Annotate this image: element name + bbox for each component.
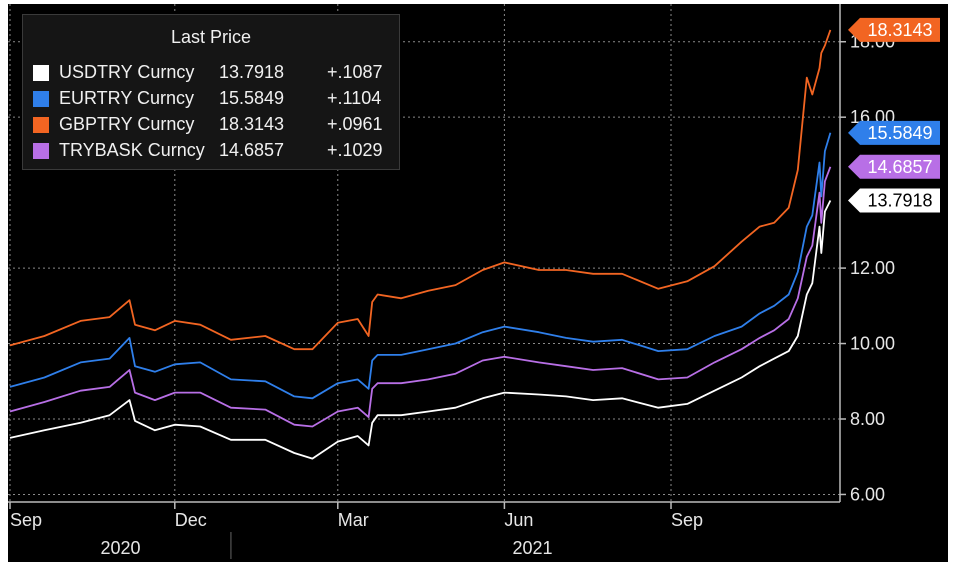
legend-change: +.0961 xyxy=(327,114,383,134)
series-line xyxy=(9,132,832,400)
legend-change: +.1104 xyxy=(327,88,382,108)
last-price-labels: 13.7918 15.5849 18.3143 14.6857 xyxy=(848,17,940,213)
series-line xyxy=(9,200,832,460)
x-tick-label: Sep xyxy=(10,510,42,530)
y-tick-label: 6.00 xyxy=(850,484,885,504)
last-price-tag-label: 13.7918 xyxy=(867,190,932,210)
x-year-label: 2020 xyxy=(100,538,140,558)
legend-swatch xyxy=(33,143,49,159)
legend-swatch xyxy=(33,117,49,133)
series-line xyxy=(9,29,832,351)
legend-change: +.1029 xyxy=(327,140,383,160)
x-year-labels: 2020 2021 xyxy=(100,532,552,559)
x-tick-label: Dec xyxy=(175,510,207,530)
last-price-tag-shape xyxy=(848,188,940,213)
x-tick-label: Mar xyxy=(338,510,369,530)
x-tick-label: Jun xyxy=(504,510,533,530)
last-price-tag-label: 18.3143 xyxy=(867,20,932,40)
legend-swatch xyxy=(33,91,49,107)
legend-last-price: 18.3143 xyxy=(219,114,285,134)
gridlines xyxy=(8,4,840,502)
legend-item-eurtry: EURTRY Curncy 15.5849 +.1104 xyxy=(33,87,393,111)
x-tick-labels: Sep Dec Mar Jun Sep xyxy=(9,502,703,530)
legend: Last Price USDTRY Curncy 13.7918 +.1087 … xyxy=(22,14,400,170)
last-price-tag-label: 15.5849 xyxy=(867,123,932,143)
legend-change: +.1087 xyxy=(327,62,383,82)
legend-item-gbptry: GBPTRY Curncy 18.3143 +.0961 xyxy=(33,113,393,137)
last-price-tag: 13.7918 xyxy=(848,188,940,213)
y-tick-label: 10.00 xyxy=(850,334,895,354)
last-price-tag-label: 14.6857 xyxy=(867,157,932,177)
legend-series-name: USDTRY Curncy xyxy=(59,62,195,82)
legend-swatch xyxy=(33,65,49,81)
legend-series-name: TRYBASK Curncy xyxy=(59,140,205,160)
last-price-tag: 18.3143 xyxy=(848,17,940,42)
last-price-tag: 15.5849 xyxy=(848,120,940,145)
x-tick-label: Sep xyxy=(671,510,703,530)
last-price-tag-shape xyxy=(848,120,940,145)
last-price-tag-shape xyxy=(848,154,940,179)
legend-title: Last Price xyxy=(170,27,252,47)
legend-last-price: 14.6857 xyxy=(219,140,285,160)
legend-series-name: GBPTRY Curncy xyxy=(59,114,195,134)
last-price-tag: 14.6857 xyxy=(848,154,940,179)
legend-series-name: EURTRY Curncy xyxy=(59,88,195,108)
series-line xyxy=(9,166,832,428)
legend-last-price: 13.7918 xyxy=(219,62,285,82)
legend-item-usdtry: USDTRY Curncy 13.7918 +.1087 xyxy=(33,61,393,85)
series-lines xyxy=(9,29,832,460)
x-year-label: 2021 xyxy=(512,538,552,558)
legend-item-trybask: TRYBASK Curncy 14.6857 +.1029 xyxy=(33,139,393,163)
last-price-tag-shape xyxy=(848,17,940,42)
y-tick-label: 8.00 xyxy=(850,409,885,429)
legend-last-price: 15.5849 xyxy=(219,88,285,108)
y-tick-label: 12.00 xyxy=(850,258,895,278)
